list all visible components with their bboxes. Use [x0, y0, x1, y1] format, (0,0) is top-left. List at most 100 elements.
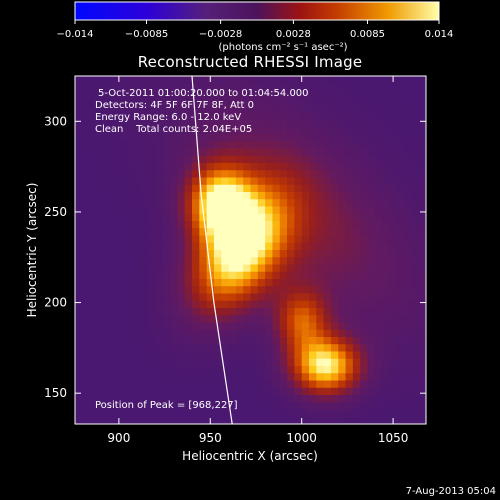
heatmap-cell — [272, 257, 281, 265]
heatmap-cell — [396, 192, 405, 200]
heatmap-cell — [75, 351, 83, 360]
heatmap-cell — [411, 351, 420, 360]
heatmap-cell — [382, 293, 390, 302]
solar-limb-curve — [191, 76, 233, 424]
heatmap-cell — [316, 105, 325, 113]
heatmap-cell — [294, 235, 303, 244]
heatmap-cell — [294, 250, 303, 258]
heatmap-cell — [411, 344, 420, 352]
heatmap-cell — [396, 97, 405, 106]
heatmap-cell — [82, 76, 91, 84]
heatmap-cell — [352, 163, 361, 171]
heatmap-cell — [192, 235, 200, 244]
heatmap-cell — [148, 76, 156, 84]
heatmap-cell — [206, 409, 215, 418]
heatmap-cell — [228, 315, 237, 323]
heatmap-cell — [89, 308, 98, 316]
colorbar-tick-label: −0.0085 — [125, 29, 168, 40]
heatmap-cell — [140, 402, 149, 410]
heatmap-cell — [235, 112, 244, 120]
heatmap-cell — [367, 293, 376, 302]
heatmap-cell — [235, 206, 244, 215]
heatmap-cell — [352, 126, 361, 135]
heatmap-cell — [279, 416, 288, 424]
heatmap-cell — [411, 286, 420, 294]
heatmap-cell — [104, 134, 112, 142]
heatmap-cell — [382, 141, 390, 149]
heatmap-cell — [352, 206, 361, 215]
heatmap-cell — [352, 409, 361, 418]
heatmap-cell — [104, 380, 112, 389]
heatmap-cell — [199, 155, 208, 164]
heatmap-cell — [96, 279, 105, 287]
heatmap-cell — [257, 119, 266, 128]
heatmap-cell — [352, 395, 361, 403]
heatmap-cell — [148, 206, 156, 215]
time-range-label: 5-Oct-2011 01:00:20.000 to 01:04:54.000 — [98, 88, 309, 99]
heatmap-cell — [382, 286, 390, 294]
heatmap-cell — [374, 250, 383, 258]
heatmap-cell — [404, 105, 412, 113]
heatmap-cell — [118, 206, 127, 215]
heatmap-cell — [404, 163, 412, 171]
heatmap-cell — [265, 148, 273, 157]
heatmap-cell — [287, 257, 295, 265]
heatmap-cell — [192, 112, 200, 120]
heatmap-cell — [367, 83, 376, 91]
heatmap-cell — [279, 264, 288, 273]
heatmap-cell — [221, 76, 229, 84]
heatmap-cell — [316, 126, 325, 135]
heatmap-cell — [330, 257, 339, 265]
heatmap-cell — [170, 105, 178, 113]
heatmap-cell — [111, 105, 120, 113]
heatmap-cell — [162, 286, 171, 294]
heatmap-cell — [148, 264, 156, 273]
heatmap-cell — [309, 206, 317, 215]
heatmap-cell — [367, 264, 376, 273]
heatmap-cell — [404, 416, 412, 424]
heatmap-cell — [75, 155, 83, 164]
heatmap-cell — [133, 213, 142, 222]
heatmap-cell — [257, 344, 266, 352]
heatmap-cell — [162, 177, 171, 186]
heatmap-cell — [250, 308, 259, 316]
heatmap-cell — [330, 387, 339, 396]
heatmap-cell — [177, 257, 186, 265]
heatmap-cell — [294, 141, 303, 149]
heatmap-cell — [140, 409, 149, 418]
heatmap-cell — [323, 163, 332, 171]
heatmap-cell — [265, 351, 273, 360]
heatmap-cell — [338, 351, 346, 360]
heatmap-cell — [228, 119, 237, 128]
heatmap-cell — [404, 300, 412, 309]
heatmap-cell — [111, 148, 120, 157]
heatmap-cell — [235, 119, 244, 128]
heatmap-cell — [104, 308, 112, 316]
heatmap-cell — [126, 112, 134, 120]
heatmap-cell — [323, 271, 332, 280]
heatmap-cell — [309, 242, 317, 251]
heatmap-cell — [374, 308, 383, 316]
heatmap-cell — [104, 387, 112, 396]
heatmap-cell — [111, 387, 120, 396]
heatmap-cell — [360, 206, 368, 215]
heatmap-cell — [235, 395, 244, 403]
heatmap-cell — [330, 119, 339, 128]
heatmap-cell — [206, 402, 215, 410]
heatmap-cell — [374, 293, 383, 302]
heatmap-cell — [396, 366, 405, 374]
heatmap-cell — [228, 235, 237, 244]
heatmap-cell — [294, 148, 303, 157]
heatmap-cell — [133, 206, 142, 215]
heatmap-cell — [382, 322, 390, 331]
heatmap-cell — [257, 279, 266, 287]
heatmap-cell — [162, 337, 171, 345]
heatmap-cell — [206, 257, 215, 265]
heatmap-cell — [404, 235, 412, 244]
heatmap-cell — [367, 329, 376, 338]
heatmap-cell — [133, 112, 142, 120]
heatmap-cell — [177, 134, 186, 142]
heatmap-cell — [177, 126, 186, 135]
heatmap-cell — [184, 141, 193, 149]
heatmap-cell — [257, 329, 266, 338]
